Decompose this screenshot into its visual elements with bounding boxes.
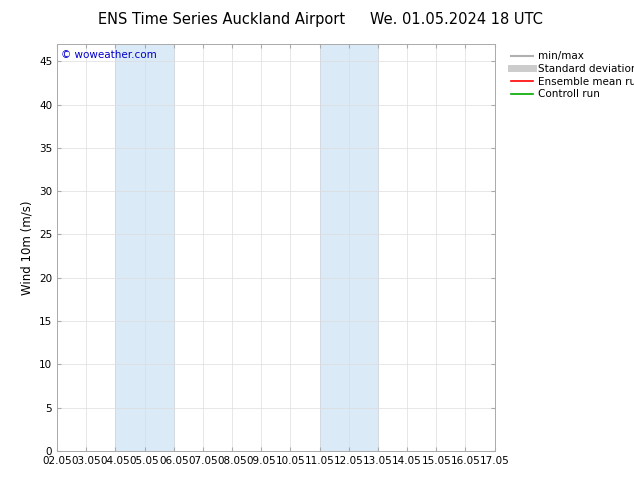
Bar	[320, 44, 378, 451]
Legend: min/max, Standard deviation, Ensemble mean run, Controll run: min/max, Standard deviation, Ensemble me…	[508, 49, 634, 101]
Text: We. 01.05.2024 18 UTC: We. 01.05.2024 18 UTC	[370, 12, 543, 27]
Y-axis label: Wind 10m (m/s): Wind 10m (m/s)	[20, 200, 34, 294]
Text: © woweather.com: © woweather.com	[61, 50, 157, 60]
Bar	[115, 44, 174, 451]
Text: ENS Time Series Auckland Airport: ENS Time Series Auckland Airport	[98, 12, 346, 27]
